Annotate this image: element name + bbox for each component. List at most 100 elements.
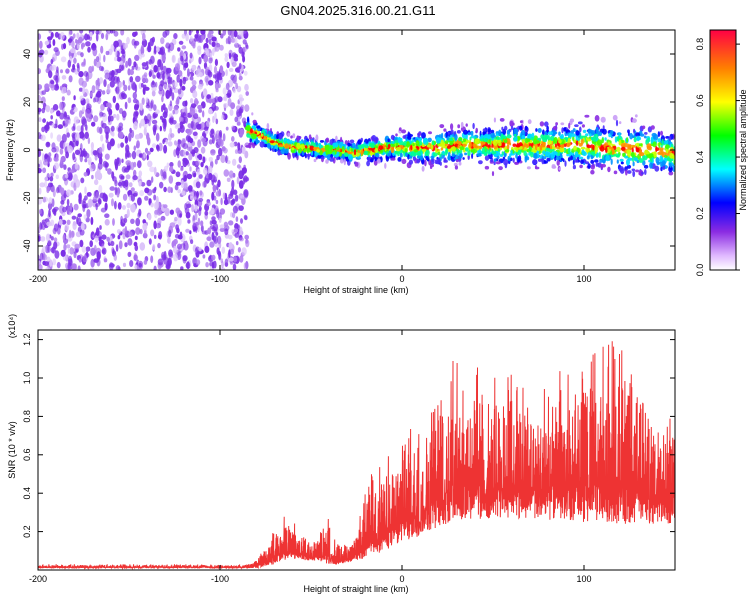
signal-blob	[397, 157, 402, 162]
signal-blob	[407, 132, 411, 138]
signal-blob	[493, 117, 496, 123]
noise-blob	[209, 267, 215, 270]
noise-blob	[66, 189, 72, 197]
noise-blob	[222, 87, 227, 95]
signal-blob	[484, 165, 490, 170]
signal-blob	[454, 134, 458, 141]
noise-blob	[244, 216, 248, 221]
signal-blob	[610, 130, 614, 136]
signal-blob	[661, 138, 664, 145]
noise-blob	[95, 32, 99, 42]
signal-blob	[563, 127, 567, 132]
noise-blob	[145, 97, 149, 103]
noise-blob	[149, 147, 154, 153]
signal-blob	[350, 148, 354, 152]
x-tick-label: -100	[211, 274, 229, 284]
noise-blob	[151, 36, 155, 43]
signal-blob	[478, 160, 483, 165]
signal-blob	[351, 142, 356, 149]
noise-blob	[208, 80, 214, 86]
noise-blob	[80, 222, 85, 231]
noise-blob	[98, 199, 102, 204]
signal-blob	[632, 118, 637, 123]
signal-blob	[404, 148, 408, 153]
signal-blob	[425, 149, 430, 156]
signal-blob	[287, 132, 291, 137]
noise-blob	[114, 186, 118, 196]
noise-blob	[245, 91, 249, 96]
signal-blob	[426, 144, 431, 148]
noise-blob	[101, 122, 107, 129]
noise-blob	[208, 98, 213, 104]
signal-blob	[604, 137, 607, 141]
signal-blob	[437, 151, 441, 156]
snr-y-label: SNR (10 * v/v)	[7, 421, 17, 479]
noise-blob	[69, 202, 73, 211]
noise-blob	[180, 179, 185, 189]
signal-blob	[490, 132, 495, 139]
noise-blob	[52, 39, 56, 46]
signal-blob	[267, 138, 270, 144]
signal-blob	[378, 145, 384, 150]
signal-blob	[246, 132, 251, 138]
signal-blob	[586, 138, 592, 142]
signal-blob	[410, 151, 416, 156]
noise-blob	[97, 89, 103, 93]
noise-blob	[127, 85, 131, 91]
noise-blob	[216, 209, 219, 219]
noise-blob	[222, 30, 227, 36]
noise-blob	[217, 235, 222, 245]
signal-blob	[374, 153, 380, 158]
noise-blob	[133, 121, 138, 130]
noise-blob	[155, 132, 160, 142]
signal-blob	[564, 160, 567, 167]
noise-blob	[110, 30, 113, 34]
noise-blob	[201, 137, 207, 143]
signal-blob	[316, 149, 321, 153]
noise-blob	[243, 164, 246, 170]
signal-blob	[499, 147, 503, 151]
noise-blob	[53, 162, 60, 170]
noise-blob	[130, 81, 136, 90]
noise-blob	[86, 209, 91, 218]
signal-blob	[645, 151, 650, 155]
noise-blob	[107, 115, 111, 123]
signal-blob	[653, 151, 657, 158]
noise-blob	[76, 125, 82, 132]
signal-blob	[300, 144, 305, 150]
noise-blob	[198, 108, 203, 113]
noise-blob	[67, 172, 73, 180]
noise-blob	[120, 175, 125, 180]
noise-blob	[181, 33, 186, 39]
noise-blob	[189, 36, 193, 42]
noise-blob	[174, 184, 179, 191]
noise-blob	[65, 68, 70, 74]
noise-blob	[219, 224, 225, 229]
signal-blob	[326, 154, 331, 161]
noise-blob	[69, 247, 74, 255]
signal-blob	[279, 135, 282, 139]
noise-blob	[122, 228, 128, 235]
noise-blob	[95, 83, 100, 91]
signal-blob	[607, 143, 613, 146]
noise-blob	[135, 63, 138, 71]
noise-blob	[50, 32, 54, 38]
signal-blob	[470, 130, 474, 136]
signal-blob	[526, 166, 531, 170]
noise-blob	[234, 149, 239, 154]
noise-blob	[230, 56, 234, 64]
signal-blob	[558, 131, 561, 136]
noise-blob	[68, 38, 72, 46]
noise-blob	[90, 216, 94, 226]
noise-blob	[118, 131, 124, 139]
noise-blob	[61, 219, 67, 225]
signal-blob	[325, 159, 329, 164]
signal-blob	[575, 140, 579, 146]
signal-blob	[493, 160, 496, 166]
signal-blob	[370, 142, 375, 149]
noise-blob	[62, 206, 67, 213]
signal-blob	[318, 142, 321, 149]
signal-blob	[455, 158, 459, 163]
noise-blob	[113, 113, 117, 119]
